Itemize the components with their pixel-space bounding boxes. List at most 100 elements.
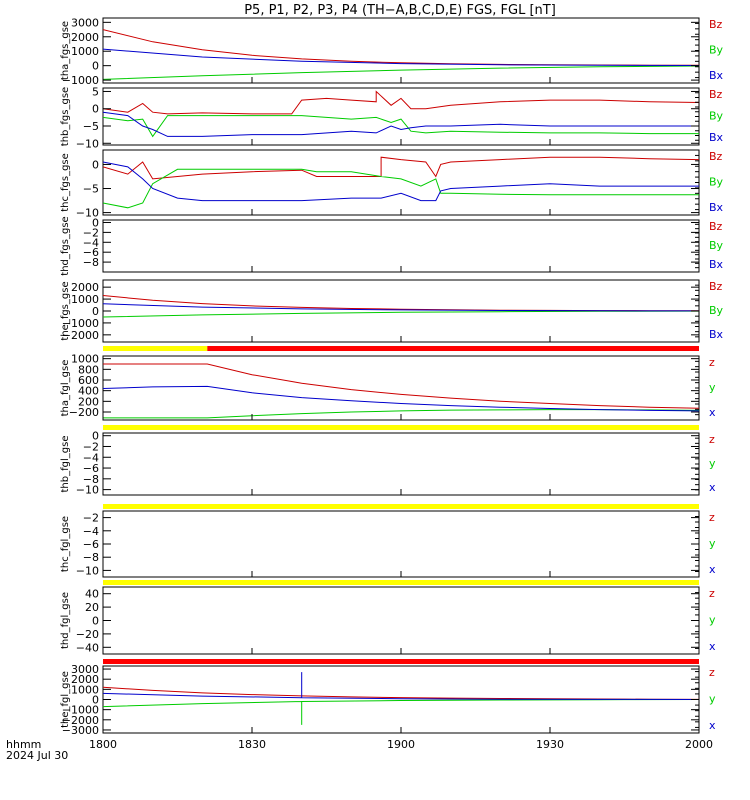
legend-entry: Bz xyxy=(709,150,723,163)
legend-entry: z xyxy=(709,511,715,524)
panel-frame xyxy=(102,17,700,84)
y-tick-label: 1000 xyxy=(71,353,99,366)
legend-entry: x xyxy=(709,640,716,653)
panel-ylabel: tha_fgs_gse xyxy=(60,21,71,80)
y-tick-label: −2 xyxy=(83,440,99,453)
panel-ylabel: tha_fgl_gse xyxy=(60,360,71,417)
panel-thd_fgs_gse: 0−2−4−6−8 thd_fgs_gse Bz By Bx xyxy=(60,216,724,275)
legend-entry: Bz xyxy=(709,88,723,101)
status-bar-segment xyxy=(103,425,699,430)
legend-entry: x xyxy=(709,481,716,494)
y-tick-label: −10 xyxy=(76,207,99,220)
y-tick-label: −8 xyxy=(83,551,99,564)
panel-ylabel: thb_fgl_gse xyxy=(60,436,71,493)
y-tick-label: 40 xyxy=(85,588,99,601)
y-tick-label: 0 xyxy=(92,694,99,707)
status-bar-segment xyxy=(103,504,699,509)
y-tick-label: −8 xyxy=(83,256,99,269)
series-line-Bx xyxy=(103,161,699,202)
legend-entry: By xyxy=(709,110,724,123)
legend-entry: y xyxy=(709,614,716,627)
y-tick-label: 200 xyxy=(78,395,99,408)
status-bar-segment xyxy=(103,659,699,664)
panel-ylabel: thd_fgl_gse xyxy=(60,592,71,649)
y-tick-label: −5 xyxy=(83,120,99,133)
series-line-Bz xyxy=(103,295,699,312)
y-tick-label: −40 xyxy=(76,641,99,654)
series-line-x xyxy=(103,385,699,412)
y-tick-label: 1000 xyxy=(71,683,99,696)
y-tick-label: 3000 xyxy=(71,663,99,676)
legend-entry: Bz xyxy=(709,220,723,233)
x-tick-label: 1830 xyxy=(238,738,266,751)
x-tick-label: 1930 xyxy=(536,738,564,751)
y-tick-label: 0 xyxy=(92,216,99,229)
panel-frame xyxy=(102,510,700,578)
status-bar-segment xyxy=(103,580,699,585)
panel-ylabel: thc_fgs_gse xyxy=(60,153,71,212)
y-tick-label: −2 xyxy=(83,226,99,239)
panel-thc_fgs_gse: 0 −5 −10 thc_fgs_gse Bz By Bx xyxy=(60,149,724,220)
legend-entry: x xyxy=(709,406,716,419)
series-line-z xyxy=(103,363,699,409)
panel-frame xyxy=(102,432,700,496)
y-tick-label: 0 xyxy=(92,305,99,318)
y-tick-label: 0 xyxy=(92,60,99,73)
series-line-Bz xyxy=(103,29,699,66)
y-tick-label: 0 xyxy=(92,103,99,116)
y-tick-label: 2000 xyxy=(71,31,99,44)
y-tick-label: 0 xyxy=(92,430,99,443)
series-group xyxy=(103,156,699,209)
panel-ylabel: the_fgl_gse xyxy=(60,671,71,728)
series-line-Bx xyxy=(103,303,699,312)
y-tick-label: −10 xyxy=(76,484,99,497)
x-format-label: hhmm xyxy=(6,738,41,751)
y-tick-label: −2 xyxy=(83,512,99,525)
y-tick-label: −1000 xyxy=(62,317,99,330)
panel-ylabel: the_fgs_gse xyxy=(60,281,71,340)
legend-entry: z xyxy=(709,433,715,446)
y-tick-label: 800 xyxy=(78,363,99,376)
series-line-Bx xyxy=(103,111,699,137)
series-line-y xyxy=(103,699,699,725)
legend-entry: By xyxy=(709,239,724,252)
status-bar-segment xyxy=(207,346,700,351)
legend-entry: y xyxy=(709,537,716,550)
series-line-x xyxy=(103,672,699,700)
series-group xyxy=(103,29,699,80)
panel-ylabel: thb_fgs_gse xyxy=(60,87,71,146)
legend-entry: z xyxy=(709,587,715,600)
y-tick-label: 0 xyxy=(92,615,99,628)
series-line-By xyxy=(103,115,699,138)
legend-entry: z xyxy=(709,666,715,679)
x-axis: 1800 1830 1900 1930 2000 hhmm 2024 Jul 3… xyxy=(6,738,713,762)
series-group xyxy=(103,90,699,138)
y-tick-label: 0 xyxy=(92,158,99,171)
y-tick-label: 2000 xyxy=(71,673,99,686)
legend-entry: z xyxy=(709,356,715,369)
y-tick-label: 400 xyxy=(78,385,99,398)
legend-entry: Bx xyxy=(709,258,724,271)
legend-entry: Bx xyxy=(709,69,724,82)
legend-entry: Bz xyxy=(709,280,723,293)
panel-ylabel: thc_fgl_gse xyxy=(60,516,71,572)
series-line-By xyxy=(103,310,699,318)
legend-entry: By xyxy=(709,304,724,317)
series-line-By xyxy=(103,168,699,209)
legend-entry: y xyxy=(709,381,716,394)
y-tick-label: −1000 xyxy=(62,74,99,87)
y-tick-label: −10 xyxy=(76,564,99,577)
x-tick-label: 2000 xyxy=(685,738,713,751)
series-group xyxy=(103,295,699,318)
panel-thc_fgl_gse: −2−4−6−8−10 thc_fgl_gse zyx xyxy=(60,504,716,578)
y-tick-label: −8 xyxy=(83,473,99,486)
status-bar-segment xyxy=(103,346,208,351)
legend-entry: x xyxy=(709,719,716,732)
panel-thb_fgs_gse: 5 0 −5 −10 thb_fgs_gse Bz By Bx xyxy=(60,85,724,150)
